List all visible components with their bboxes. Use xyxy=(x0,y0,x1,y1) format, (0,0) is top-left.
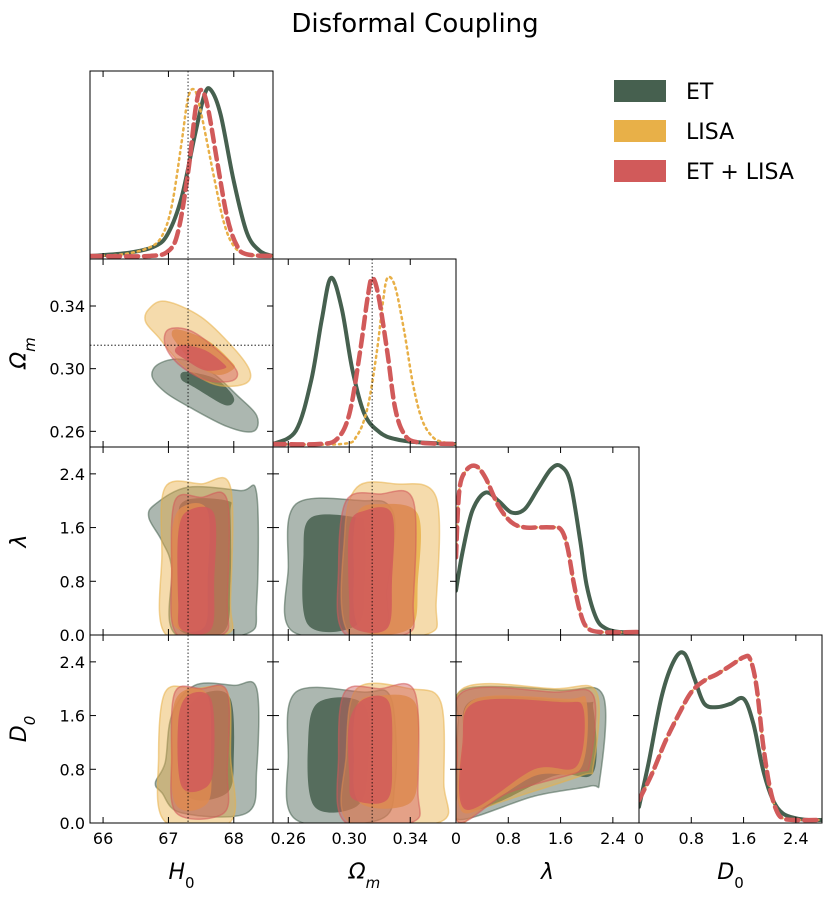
y-tick-label-Om: 0.34 xyxy=(49,297,85,316)
y-tick-label-lambda: 2.4 xyxy=(60,465,85,484)
y-tick-label-D0: 1.6 xyxy=(60,707,85,726)
legend-label: LISA xyxy=(686,120,734,145)
panel-lambda-D0 xyxy=(456,682,607,823)
marginal-lambda-lisa xyxy=(456,464,639,634)
contour-inner-Om_D0-et-lisa xyxy=(347,695,393,804)
marginal-H0-et-lisa xyxy=(90,87,273,259)
legend-label: ET + LISA xyxy=(686,160,794,185)
x-tick-label-Om: 0.26 xyxy=(270,829,306,848)
legend-swatch-lisa xyxy=(614,120,666,142)
x-tick-label-lambda: 0 xyxy=(451,829,461,848)
panel-H0-lambda xyxy=(147,447,260,635)
y-tick-label-D0: 2.4 xyxy=(60,653,85,672)
contour-inner-H0_lambda-et-lisa xyxy=(177,506,217,635)
x-axis-label-H0: H0 xyxy=(168,860,194,892)
marginal-H0-et xyxy=(90,86,273,258)
y-tick-label-lambda: 1.6 xyxy=(60,519,85,538)
panel-H0-H0 xyxy=(90,71,273,259)
y-tick-label-Om: 0.26 xyxy=(49,422,85,441)
x-tick-label-lambda: 1.6 xyxy=(548,829,573,848)
panel-Om-lambda xyxy=(283,447,441,635)
y-axis-label-lambda: λ xyxy=(7,534,32,548)
marginal-Om-et xyxy=(273,276,456,446)
panel-H0-Om xyxy=(90,259,273,447)
y-tick-label-lambda: 0.8 xyxy=(60,572,85,591)
x-axis-label-lambda: λ xyxy=(540,860,554,885)
panel-frame xyxy=(638,634,823,824)
panels: 66 67 68 H0 0.26 0.30 0.34 Ωm 0 0.8 1.6 2.4 λ 0 0.8 1.6… xyxy=(7,70,823,892)
panel-H0-D0 xyxy=(154,635,260,823)
marginal-D0-et-lisa xyxy=(639,653,822,823)
x-tick-label-D0: 1.6 xyxy=(731,829,756,848)
contour-inner-H0_Om-et xyxy=(180,371,235,406)
legend-swatch-et-lisa xyxy=(614,160,666,182)
contour-inner-Om_lambda-et-lisa xyxy=(347,507,395,633)
x-tick-label-lambda: 2.4 xyxy=(600,829,625,848)
x-tick-label-D0: 0.8 xyxy=(679,829,704,848)
x-tick-label-H0: 68 xyxy=(224,829,244,848)
contour-inner-lambda_D0-et-lisa xyxy=(458,698,585,810)
legend-label: ET xyxy=(686,80,714,105)
x-axis-label-D0: D0 xyxy=(717,860,744,892)
y-axis-label-D0: D0 xyxy=(7,716,39,743)
x-tick-label-Om: 0.34 xyxy=(392,829,428,848)
marginal-lambda-et xyxy=(456,463,639,635)
marginal-Om-lisa xyxy=(273,275,456,446)
panel-Om-D0 xyxy=(285,635,450,823)
legend: ET LISA ET + LISA xyxy=(614,80,794,185)
panel-lambda-lambda xyxy=(456,463,639,635)
y-tick-label-D0: 0.8 xyxy=(60,760,85,779)
x-tick-label-H0: 67 xyxy=(158,829,178,848)
x-axis-label-Om: Ωm xyxy=(348,860,380,892)
chart-title: Disformal Coupling xyxy=(291,9,538,39)
contour-inner-H0_Om-et-lisa xyxy=(174,345,227,371)
legend-swatch-et xyxy=(614,80,666,102)
x-tick-label-D0: 2.4 xyxy=(783,829,808,848)
y-tick-label-Om: 0.30 xyxy=(49,360,85,379)
marginal-D0-et xyxy=(639,650,822,823)
marginal-lambda-et-lisa xyxy=(456,463,639,635)
x-tick-label-lambda: 0.8 xyxy=(496,829,521,848)
panel-Om-Om xyxy=(273,259,456,447)
y-axis-label-Om: Ωm xyxy=(7,337,39,369)
y-tick-label-D0: 0.0 xyxy=(60,814,85,833)
x-tick-label-Om: 0.30 xyxy=(331,829,367,848)
y-tick-label-lambda: 0.0 xyxy=(60,626,85,645)
x-tick-label-D0: 0 xyxy=(634,829,644,848)
x-tick-label-H0: 66 xyxy=(93,829,113,848)
marginal-H0-lisa xyxy=(90,87,273,258)
panel-D0-D0 xyxy=(639,650,822,823)
contour-inner-H0_D0-et-lisa xyxy=(177,691,215,793)
